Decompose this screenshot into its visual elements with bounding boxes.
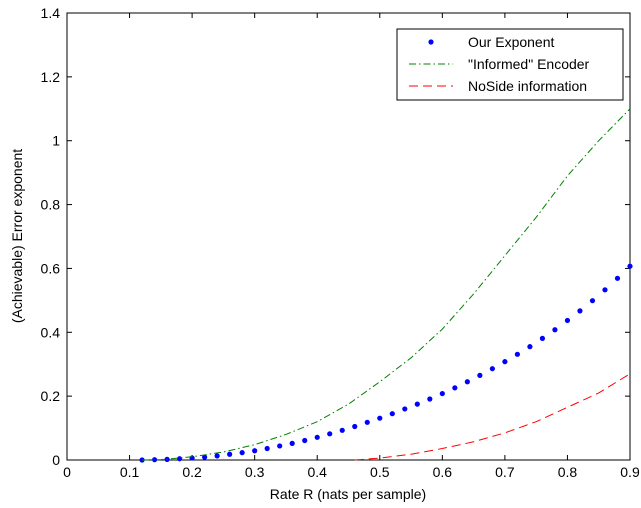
data-point [202,454,208,460]
data-point [314,434,320,440]
axes: 0 0.1 0.2 0.3 0.4 0.5 0.6 0.7 0.8 0.9 0 0.2 0.4 0.6 0.… [41,5,640,480]
data-point [214,453,220,459]
data-point [439,390,445,397]
x-tick-label: 0 [63,464,71,480]
data-point [614,275,621,281]
x-tick-label: 0.9 [620,464,640,480]
data-point [564,317,571,324]
data-point [339,427,345,433]
data-point [539,335,546,341]
x-tick-label: 0.7 [495,464,515,480]
series-line [354,373,631,461]
series-line [142,108,631,461]
data-point [264,445,270,452]
x-tick-label: 0.8 [558,464,578,480]
series-1 [142,108,631,461]
data-point [589,298,596,304]
data-point [489,366,495,372]
x-tick-label: 0.5 [370,464,390,480]
legend-label: NoSide information [468,78,587,94]
data-point [151,457,158,463]
legend-label: "Informed" Encoder [468,56,590,72]
data-point [302,437,308,444]
data-point [177,456,183,462]
data-point [352,423,358,430]
y-tick-label: 1 [52,133,60,149]
data-point [427,396,433,402]
y-axis-label: (Achievable) Error exponent [9,149,25,323]
x-tick-label: 0.4 [307,464,327,480]
series-2 [354,373,631,461]
data-point [514,351,521,357]
y-tick-label: 0.2 [41,388,61,404]
data-point [527,344,533,350]
legend-marker [428,39,434,45]
data-point [189,455,195,461]
data-point [464,379,470,385]
x-axis-label: Rate R (nats per sample) [270,486,426,502]
data-point [502,359,508,365]
x-tick-label: 0.1 [120,464,140,480]
data-point [227,451,233,457]
y-tick-label: 0.6 [41,260,61,276]
data-point [602,287,608,293]
plot-frame [66,12,631,461]
data-point [452,385,458,391]
y-tick-label: 0.4 [41,324,61,340]
data-point [402,406,408,412]
y-tick-label: 0.8 [41,197,61,213]
data-point [364,419,370,425]
x-tick-label: 0.6 [433,464,453,480]
data-point [389,411,395,417]
data-point [377,415,383,421]
data-point [327,431,333,437]
plot-series [139,108,633,463]
y-tick-label: 1.4 [41,5,61,21]
data-point [239,450,245,456]
data-point [477,372,483,378]
data-point [552,327,558,333]
data-point [414,401,420,407]
x-tick-label: 0.3 [245,464,265,480]
legend: Our Exponent "Informed" Encoder NoSide inf… [396,28,624,101]
legend-label: Our Exponent [468,34,554,50]
data-point [289,440,295,446]
data-point [577,308,583,314]
y-tick-label: 0 [52,452,60,468]
data-point [627,263,633,269]
y-tick-label: 1.2 [41,69,61,85]
data-point [252,448,258,454]
data-point [277,443,283,449]
data-point [139,457,145,463]
x-tick-label: 0.2 [182,464,202,480]
series-0 [139,263,633,463]
